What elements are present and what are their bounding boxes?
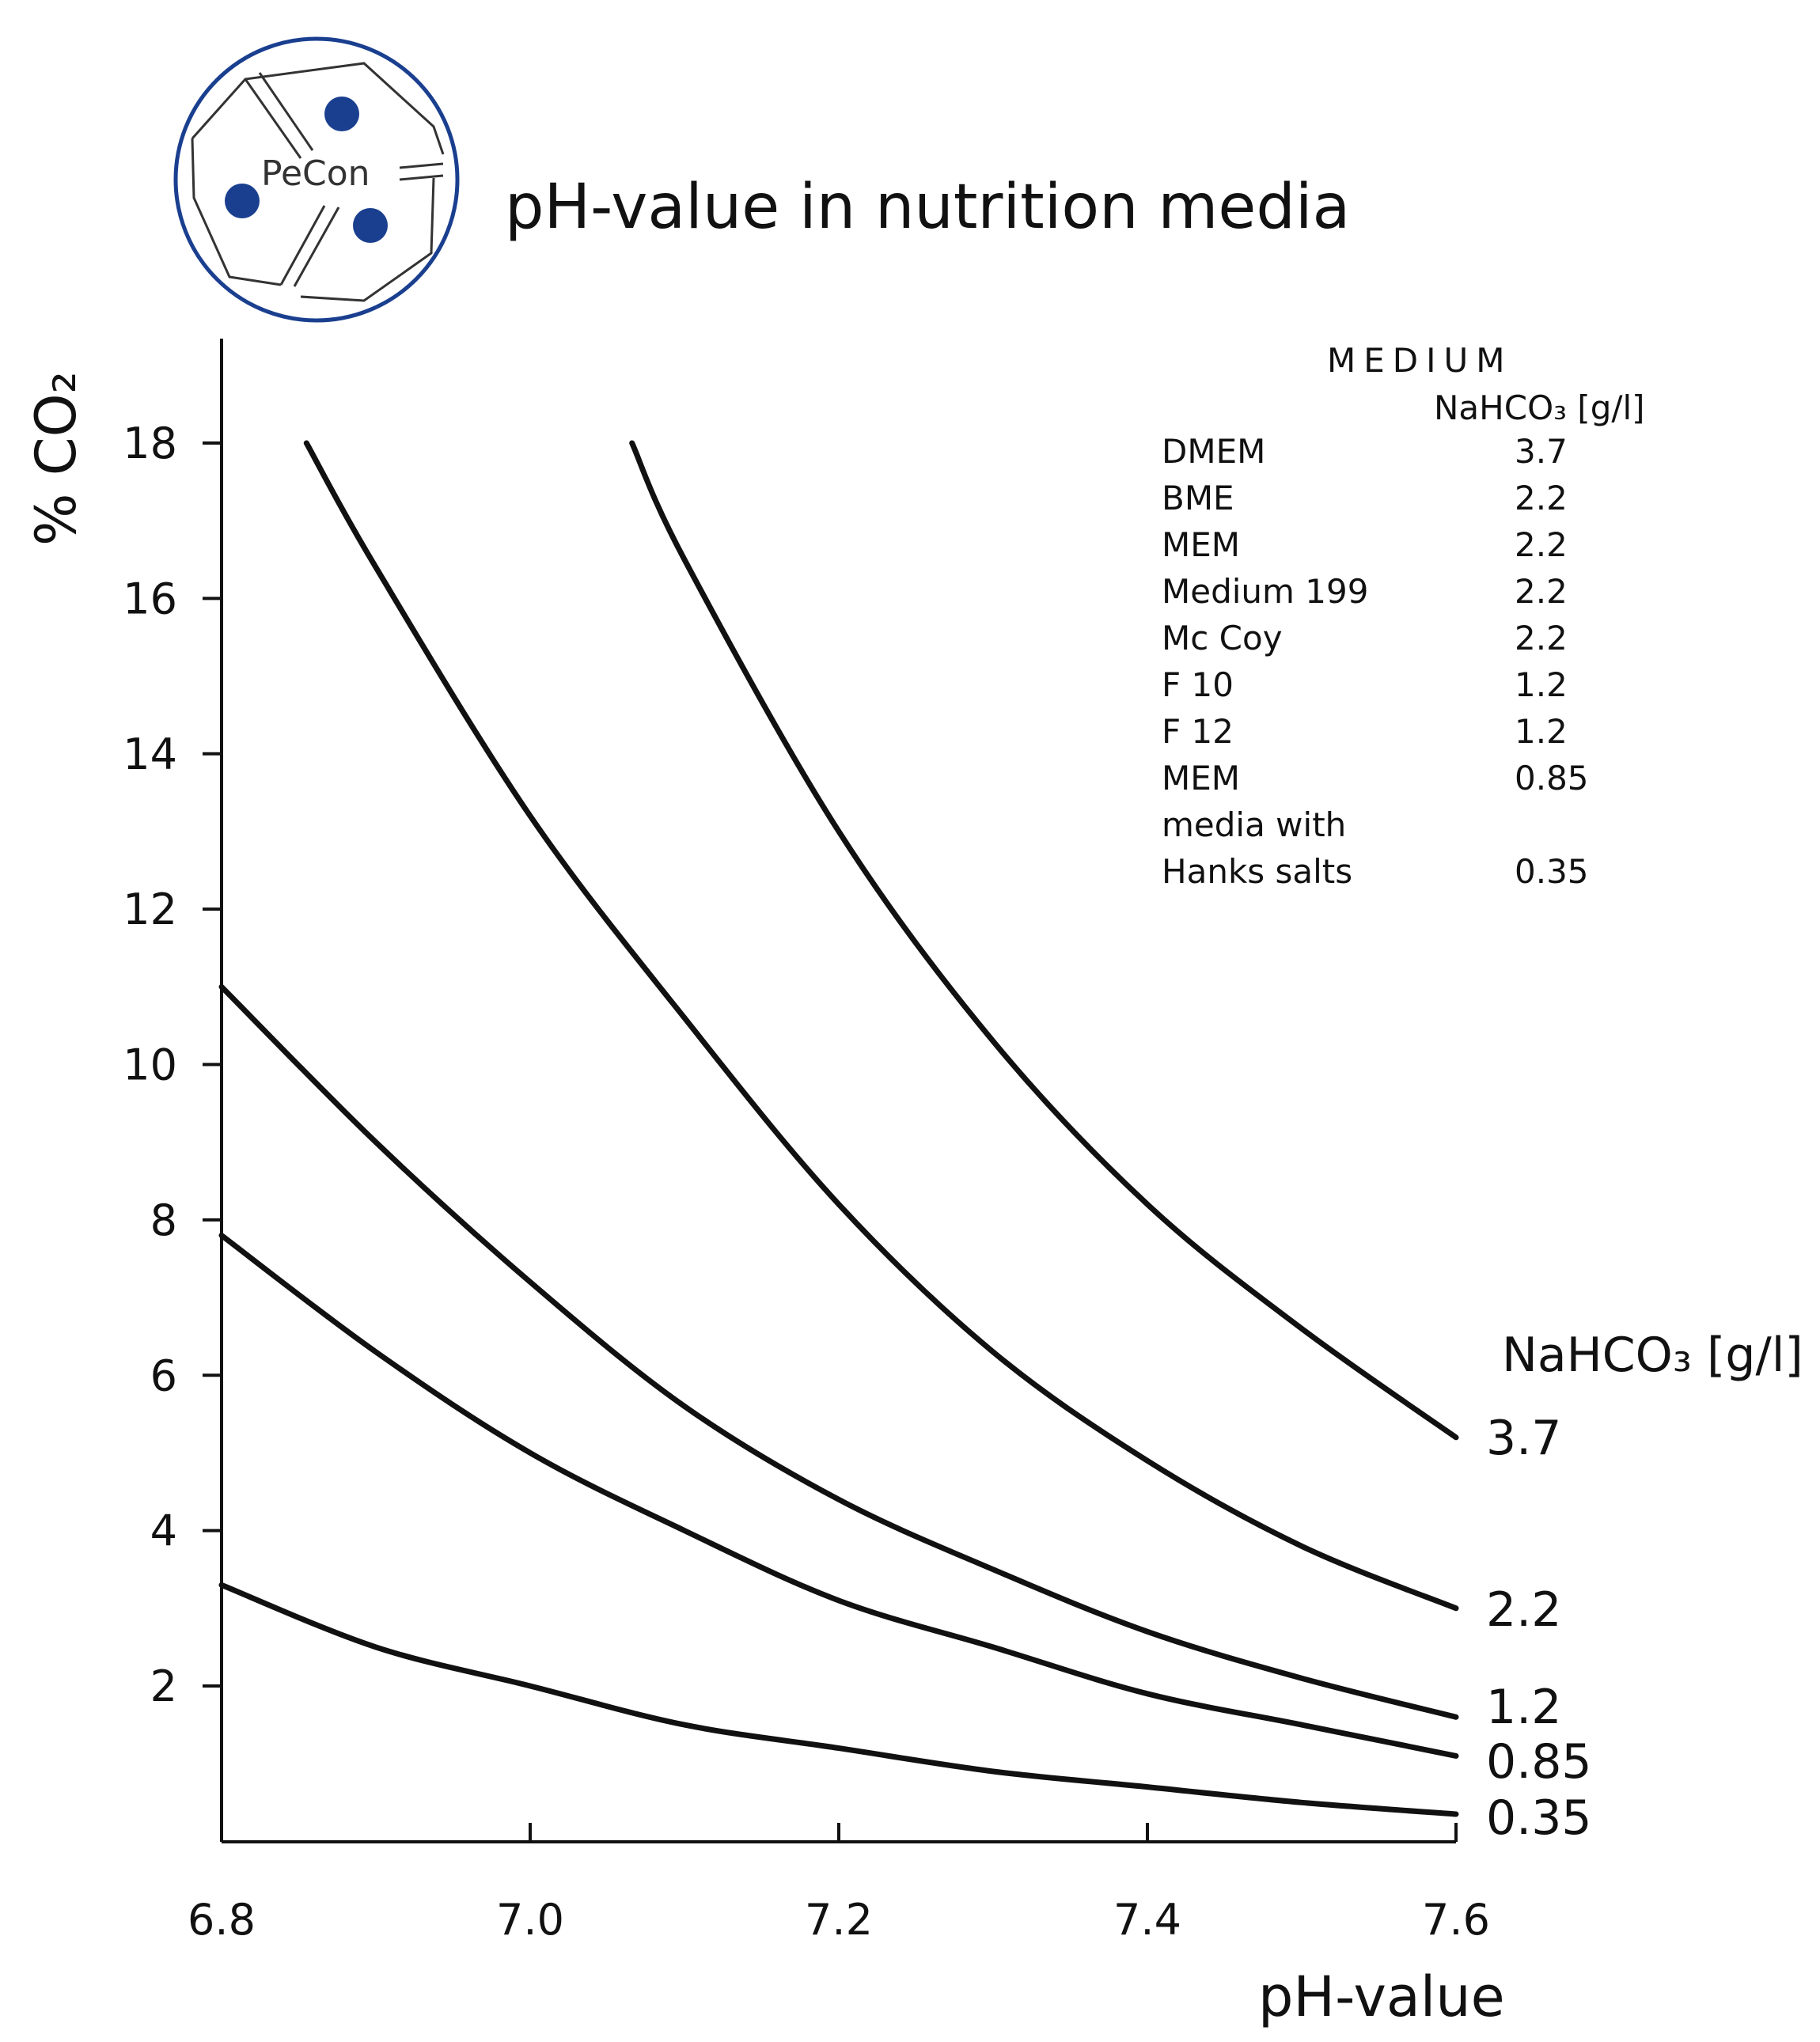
y-tick-label: 8 <box>150 1195 177 1245</box>
legend-value: 2.2 <box>1515 525 1568 564</box>
logo-text: PeCon <box>261 153 370 194</box>
x-tick-label: 7.4 <box>1113 1895 1181 1945</box>
series-curve-3-7 <box>629 440 1459 1441</box>
legend-value: 0.85 <box>1515 759 1589 797</box>
legend-medium: media with <box>1162 805 1346 844</box>
legend-value: 2.2 <box>1515 479 1568 517</box>
series-labels: 3.7 2.2 1.20.850.35 <box>1486 1411 1592 1846</box>
x-axis-title: pH-value <box>1258 1964 1505 2029</box>
series-value-label: 2.2 <box>1486 1582 1561 1638</box>
y-tick-label: 18 <box>123 419 177 468</box>
y-tick-label: 2 <box>150 1661 177 1711</box>
logo-hexagon-lines <box>191 62 445 302</box>
legend-value: 2.2 <box>1515 619 1568 657</box>
legend-table: MEDIUM NaHCO₃ [g/l] DMEM 3.7 BME 2.2 MEM 2.2 M… <box>1162 341 1645 891</box>
legend-value: 3.7 <box>1515 432 1568 471</box>
series-curves <box>218 440 1459 1817</box>
series-curve-0-35 <box>218 1582 1459 1817</box>
legend-medium: DMEM <box>1162 432 1265 471</box>
x-tick-label: 7.2 <box>805 1895 873 1945</box>
logo-dot-right <box>353 208 388 243</box>
legend-value: 0.35 <box>1515 852 1589 891</box>
series-curve-1-2 <box>218 983 1459 1720</box>
legend-medium: MEM <box>1162 525 1240 564</box>
series-curve-0-85 <box>218 1233 1459 1759</box>
legend-medium: F 12 <box>1162 712 1234 751</box>
legend-medium: BME <box>1162 479 1234 517</box>
y-tick-label: 16 <box>123 574 177 623</box>
axis-ticks: 2 4 6 8 10 12 14 16 18 6.8 7.0 7.2 7.4 7.6 <box>123 419 1490 1945</box>
legend-subheading: NaHCO₃ [g/l] <box>1434 388 1645 427</box>
legend-value: 2.2 <box>1515 572 1568 611</box>
series-label-title: NaHCO₃ [g/l] <box>1502 1328 1803 1383</box>
legend-value: 1.2 <box>1515 712 1568 751</box>
x-tick-label: 6.8 <box>188 1895 256 1945</box>
y-tick-label: 6 <box>150 1351 177 1400</box>
series-value-label: 1.2 <box>1486 1680 1561 1735</box>
logo-dot-left <box>225 184 260 218</box>
y-tick-label: 14 <box>123 729 177 779</box>
legend-medium: Medium 199 <box>1162 572 1368 611</box>
x-tick-label: 7.6 <box>1422 1895 1490 1945</box>
legend-medium: Mc Coy <box>1162 619 1283 657</box>
series-value-label: 3.7 <box>1486 1411 1561 1466</box>
pecon-logo: PeCon <box>173 36 460 323</box>
series-value-label: 0.35 <box>1486 1790 1592 1846</box>
y-tick-label: 4 <box>150 1506 177 1556</box>
legend-rows: DMEM 3.7 BME 2.2 MEM 2.2 Medium 199 2.2 Mc Coy 2.… <box>1162 432 1589 891</box>
legend-value: 1.2 <box>1515 665 1568 704</box>
y-tick-label: 10 <box>123 1040 177 1090</box>
legend-heading: MEDIUM <box>1327 341 1512 380</box>
logo-dot-top <box>324 97 359 131</box>
chart-title: pH-value in nutrition media <box>505 172 1350 243</box>
y-axis-title: % CO₂ <box>24 371 89 546</box>
legend-medium: MEM <box>1162 759 1240 797</box>
y-tick-label: 12 <box>123 885 177 934</box>
logo-circle <box>173 36 460 323</box>
series-value-label: 0.85 <box>1486 1734 1592 1790</box>
legend-medium: F 10 <box>1162 665 1234 704</box>
series-curve-2-2 <box>303 440 1459 1612</box>
legend-medium: Hanks salts <box>1162 852 1352 891</box>
x-tick-label: 7.0 <box>496 1895 564 1945</box>
